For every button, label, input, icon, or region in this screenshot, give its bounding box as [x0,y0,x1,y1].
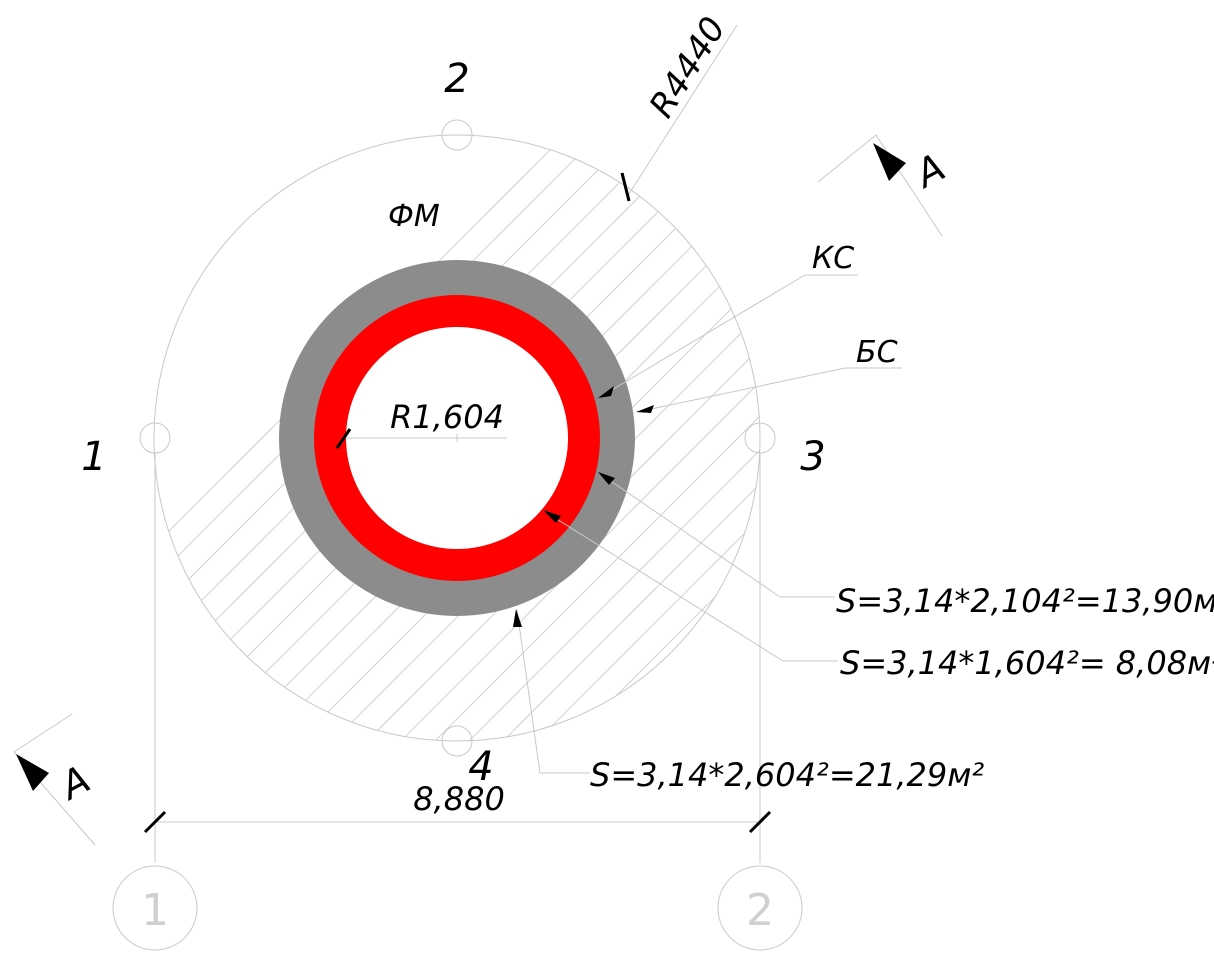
hatch-line [1126,0,1214,900]
hatch-line [1058,0,1214,900]
hatch-line [1160,0,1214,900]
hatch-line [990,0,1214,900]
layer-kc-label: КС [812,241,854,276]
section-line-top [818,135,876,182]
span-label: 8,880 [413,780,505,818]
outer-radius-label: R4440 [642,10,734,125]
section-line-bottom [14,714,72,752]
bc-leader [637,368,845,412]
point-1-marker [140,423,170,453]
section-label-bottom: A [51,757,97,809]
section-arrow-bottom [16,754,49,791]
hatch-line [1194,0,1214,900]
layer-bc-label: БС [856,335,898,370]
point-3-label: 3 [800,434,825,480]
outer-radius-tick [622,173,629,201]
material-label: ФМ [388,199,440,234]
hatch-line [1092,0,1214,900]
axis-bubble-1-label: 1 [141,885,169,936]
hatch-line [1024,0,1214,900]
area-2-formula: S=3,14*1,604²= 8,08м² [840,644,1214,682]
axis-bubble-2-label: 2 [746,885,774,936]
hatch-line [956,0,1214,900]
area-2-leader [544,511,783,661]
section-arrow-top [873,143,906,181]
kc-leader [600,275,805,397]
bc-arrowhead [636,405,654,413]
area-3-formula: S=3,14*2,604²=21,29м² [590,756,984,794]
area-3-leader [517,610,540,773]
point-2-label: 2 [444,56,469,102]
point-1-label: 1 [81,434,106,480]
section-label-top: A [906,145,952,197]
inner-radius-label: R1,604 [390,398,504,436]
area-1-formula: S=3,14*2,104²=13,90м² [836,582,1214,620]
